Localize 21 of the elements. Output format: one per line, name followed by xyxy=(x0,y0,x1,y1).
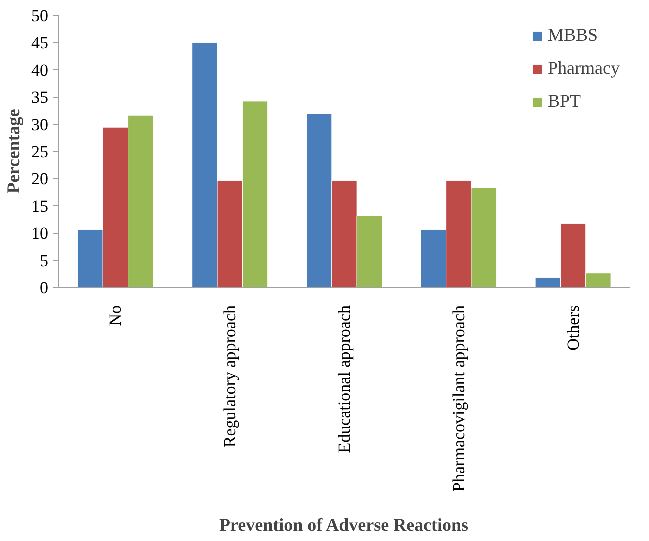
y-tick-label: 35 xyxy=(32,88,48,108)
y-tick-label: 30 xyxy=(32,115,48,134)
x-tick-label: Regulatory approach xyxy=(220,305,240,448)
x-tick-label: No xyxy=(106,305,126,326)
x-tick-label: Educational approach xyxy=(335,305,354,454)
y-tick-label: 5 xyxy=(40,251,48,270)
y-tick-label: 25 xyxy=(32,142,48,162)
legend-label: BPT xyxy=(548,91,582,112)
legend-label: MBBS xyxy=(548,25,598,46)
x-tick-label: Others xyxy=(564,305,583,351)
x-tick-label: Pharmacovigilant approach xyxy=(449,305,468,492)
y-tick-label: 0 xyxy=(40,278,48,298)
y-axis-title: Percentage xyxy=(4,109,24,194)
legend-label: Pharmacy xyxy=(548,58,620,79)
y-tick-label: 10 xyxy=(32,224,48,244)
y-tick-label: 40 xyxy=(32,60,48,80)
y-tick-label: 50 xyxy=(32,6,48,26)
y-tick-label: 20 xyxy=(32,170,48,189)
x-axis-title: Prevention of Adverse Reactions xyxy=(219,514,469,535)
y-tick-label: 45 xyxy=(32,34,48,53)
y-tick-label: 15 xyxy=(32,196,48,216)
